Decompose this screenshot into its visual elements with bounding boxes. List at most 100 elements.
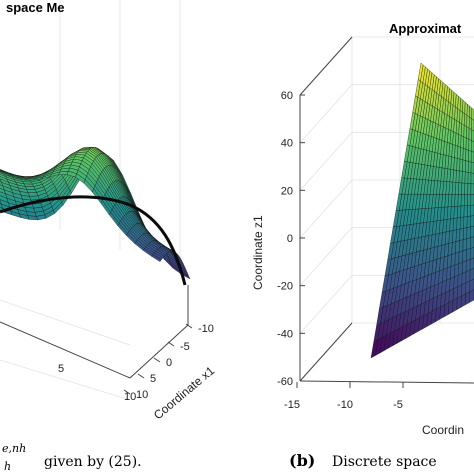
panel-a-x-tick-mark	[167, 341, 175, 347]
panel-b-surface-cell	[471, 129, 474, 142]
caption-a-superscript: e,nh	[2, 442, 26, 455]
panel-b-surface-cell	[466, 103, 470, 118]
panel-b-surface-cell	[469, 289, 474, 303]
panel-b-surface-cell	[464, 171, 469, 184]
panel-b-surface-cell	[460, 205, 465, 218]
panel-a-surface-cell	[25, 186, 36, 190]
panel-b-surface-cell	[458, 182, 463, 195]
panel-b-surface-cell	[453, 274, 459, 289]
panel-a-x-tick-mark	[185, 323, 193, 329]
caption-b-text: Discrete space	[332, 454, 437, 470]
panel-b-surface-cell	[467, 183, 472, 195]
panel-b-surface-cell	[459, 216, 465, 230]
panel-b-surface-cell	[462, 238, 467, 252]
panel-b-surface-cell	[468, 161, 472, 174]
panel-b-surface-cell	[459, 228, 464, 241]
panel-a-x-tick-mark	[123, 389, 131, 395]
panel-b-surface-cell	[464, 194, 468, 206]
panel-b-surface	[370, 62, 474, 359]
panel-b-surface-cell	[466, 215, 471, 228]
panel-a-surface-cell	[58, 171, 69, 175]
panel-b-surface-cell	[467, 205, 471, 217]
panel-b-surface-cell	[466, 226, 471, 239]
panel-a-x-tick-label: 10	[136, 389, 148, 401]
panel-b-surface-cell	[468, 150, 472, 163]
panel-a-x-tick-mark	[153, 357, 161, 363]
panel-b-surface-cell	[471, 107, 474, 121]
panel-b-z-tick-label: -20	[277, 281, 293, 293]
panel-b-surface-cell	[466, 248, 471, 261]
panel-b: 60 40 20 0 -20 -40 -60 -15 -10 -5 Approximat Coor…	[251, 21, 474, 437]
panel-b-grid-line	[299, 227, 353, 286]
panel-b-x-tick-label: -10	[337, 399, 353, 411]
panel-b-z-tick-label: 0	[287, 233, 293, 245]
panel-a-x-tick-mark	[137, 373, 145, 379]
panel-b-surface-cell	[458, 239, 464, 253]
panel-b-x-tick-label: -5	[393, 399, 403, 411]
panel-b-z-axis-label: Coordinate z1	[251, 215, 265, 290]
panel-b-surface-cell	[450, 252, 456, 267]
panel-b-surface-cell	[470, 204, 474, 217]
panel-b-surface-cell	[464, 182, 469, 195]
panel-a-x-tick-label: 5	[150, 373, 156, 385]
panel-b-surface-cell	[454, 251, 460, 266]
panel-b-surface-cell	[460, 194, 465, 207]
panel-b-surface-cell	[470, 225, 474, 238]
panel-b-surface-cell	[465, 137, 470, 151]
panel-b-surface-cell	[457, 273, 463, 287]
panel-b-surface-cell	[470, 183, 474, 195]
panel-b-surface-cell	[468, 127, 472, 141]
panel-a-grid-line	[0, 359, 131, 401]
panel-b-surface-cell	[465, 160, 469, 173]
panel-a-surface-cell	[27, 192, 39, 197]
panel-b-surface-cell	[469, 257, 474, 271]
panel-a-title: space Me	[6, 0, 65, 15]
caption-b-label: (b)	[289, 451, 315, 470]
panel-b-grid-line	[299, 84, 353, 143]
panel-b-surface-cell	[461, 182, 466, 195]
panel-a-x-tick-label: 0	[166, 357, 172, 369]
panel-b-surface-cell	[467, 172, 472, 184]
panel-b-surface-cell	[470, 172, 474, 185]
panel-b-grid-line	[299, 179, 353, 239]
panel-b-x-tick-label: -15	[284, 399, 300, 411]
panel-a-surface-cell	[151, 254, 162, 262]
panel-b-surface-cell	[456, 217, 461, 230]
panel-b-surface-cell	[466, 237, 471, 250]
panel-b-ticks: 60 40 20 0 -20 -40 -60 -15 -10 -5	[277, 90, 404, 411]
panel-b-surface-cell	[470, 194, 474, 206]
panel-a-surface	[0, 147, 191, 286]
panel-b-surface-cell	[471, 118, 474, 132]
panel-a-y-tick-label: 10	[124, 391, 136, 403]
panel-b-x-axis-label: Coordin	[422, 423, 464, 437]
panel-b-surface-cell	[465, 149, 469, 162]
panel-b-surface-cell	[471, 140, 474, 153]
panel-b-axis-line	[299, 322, 353, 382]
panel-b-surface-cell	[452, 286, 458, 301]
panel-b-z-tick-label: 60	[281, 90, 293, 102]
panel-b-surface-cell	[461, 271, 467, 285]
panel-a-x-tick-label: -5	[180, 341, 190, 353]
panel-b-axis-line	[299, 380, 474, 384]
caption-a-subscript: h	[4, 460, 11, 473]
panel-b-surface-cell	[468, 116, 472, 130]
panel-b-surface-cell	[462, 260, 467, 274]
panel-b-grid-line	[299, 132, 353, 191]
panel-b-z-tick-label: -60	[277, 376, 293, 388]
panel-a-axis-line	[0, 321, 131, 379]
panel-b-surface-cell	[463, 205, 468, 218]
caption-b: (b) Discrete space	[289, 451, 437, 470]
panel-b-surface-cell	[461, 282, 467, 297]
panel-b-surface-cell	[463, 227, 468, 240]
panel-b-z-tick-label: -40	[277, 328, 293, 340]
panel-b-axis-line	[299, 36, 353, 96]
panel-b-surface-cell	[470, 247, 474, 260]
panel-b-title: Approximat	[389, 21, 462, 36]
panel-b-surface-cell	[469, 105, 472, 120]
panel-b-surface-cell	[471, 150, 474, 163]
panel-b-surface-cell	[458, 261, 463, 276]
panel-a-x-axis-label: Coordinate x1	[151, 363, 217, 422]
panel-b-surface-cell	[469, 278, 474, 292]
